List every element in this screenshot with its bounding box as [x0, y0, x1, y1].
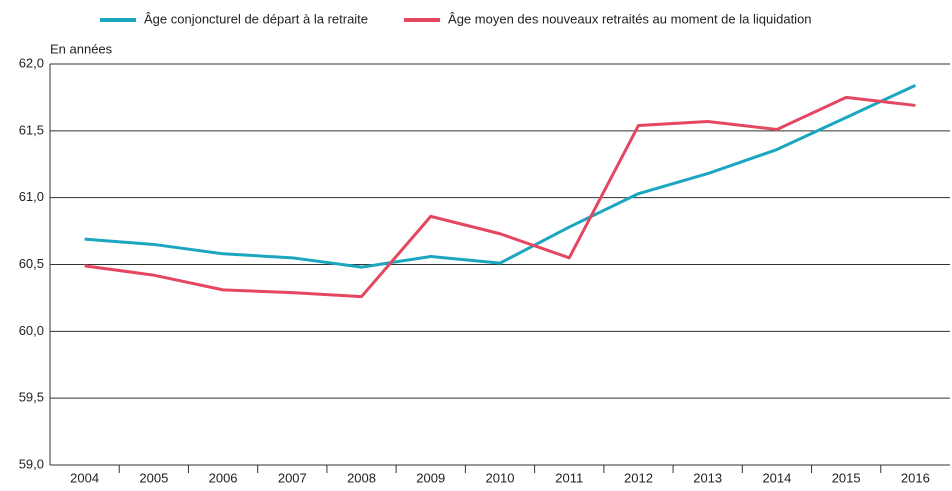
legend-label: Âge moyen des nouveaux retraités au mome… [448, 11, 812, 26]
x-tick-label: 2008 [347, 470, 376, 485]
y-tick-label: 61,5 [19, 122, 44, 137]
x-tick-label: 2007 [278, 470, 307, 485]
x-tick-label: 2006 [209, 470, 238, 485]
x-tick-label: 2016 [901, 470, 930, 485]
x-tick-label: 2011 [555, 470, 583, 485]
y-tick-label: 61,0 [19, 189, 44, 204]
x-tick-label: 2015 [832, 470, 861, 485]
series-line [84, 95, 916, 299]
x-tick-label: 2014 [762, 470, 791, 485]
series-line [84, 84, 917, 269]
y-tick-label: 59,5 [19, 390, 44, 405]
x-tick-label: 2004 [70, 470, 99, 485]
x-tick-label: 2013 [693, 470, 722, 485]
y-tick-label: 59,0 [19, 456, 44, 471]
y-tick-label: 60,5 [19, 256, 44, 271]
x-tick-label: 2009 [416, 470, 445, 485]
y-tick-label: 60,0 [19, 323, 44, 338]
x-tick-label: 2005 [139, 470, 168, 485]
x-tick-label: 2010 [486, 470, 515, 485]
legend-label: Âge conjoncturel de départ à la retraite [144, 11, 368, 26]
x-tick-label: 2012 [624, 470, 653, 485]
y-axis-label: En années [50, 41, 113, 56]
y-tick-label: 62,0 [19, 55, 44, 70]
